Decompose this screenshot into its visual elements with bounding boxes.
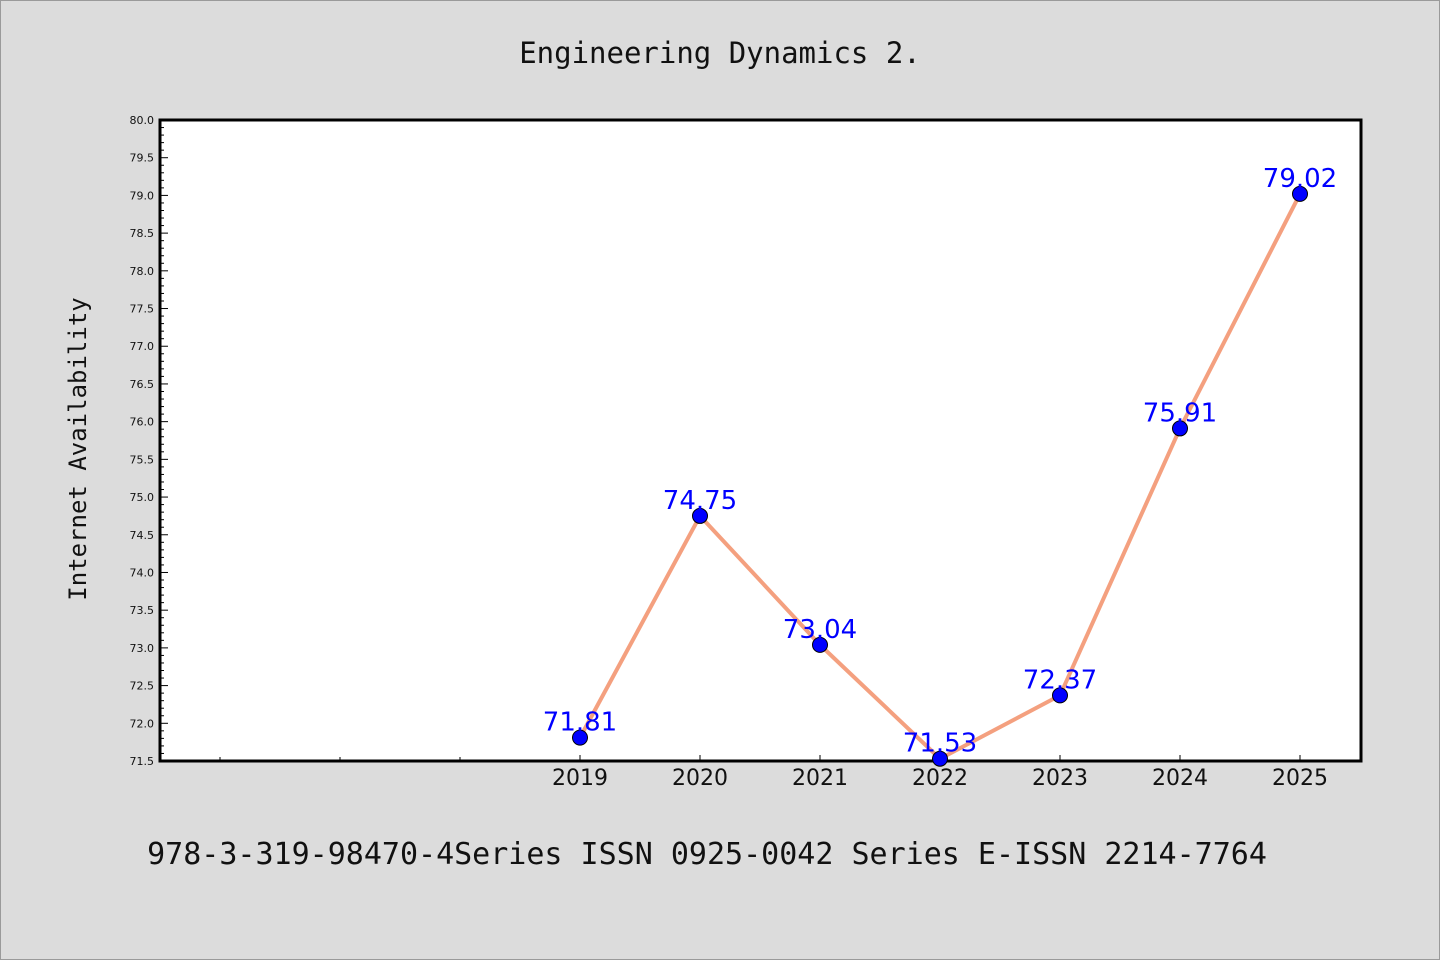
y-tick-label: 79.0 xyxy=(130,189,155,202)
x-tick-label: 2019 xyxy=(552,766,608,791)
data-label: 71.53 xyxy=(903,729,977,759)
y-tick-label: 80.0 xyxy=(130,114,155,127)
data-label: 74.75 xyxy=(663,486,737,516)
data-point-marker xyxy=(1052,687,1068,704)
data-point-marker xyxy=(812,636,828,653)
y-tick-label: 74.0 xyxy=(130,566,155,579)
y-axis-label: Internet Availability xyxy=(64,297,92,600)
y-tick-label: 78.5 xyxy=(130,227,155,240)
y-tick-label: 79.5 xyxy=(130,152,155,165)
x-tick-label: 2025 xyxy=(1272,766,1328,791)
footer-text: 978-3-319-98470-4Series ISSN 0925-0042 S… xyxy=(147,837,1267,872)
y-tick-label: 77.0 xyxy=(130,340,155,353)
y-tick-label: 73.5 xyxy=(130,604,155,617)
data-label: 72.37 xyxy=(1023,665,1097,695)
y-tick-label: 74.5 xyxy=(130,529,155,542)
y-tick-label: 72.5 xyxy=(130,680,155,693)
x-tick-label: 2021 xyxy=(792,766,848,791)
data-point-marker xyxy=(572,729,588,746)
y-tick-label: 72.0 xyxy=(130,717,155,730)
y-tick-label: 78.0 xyxy=(130,265,155,278)
chart-title: Engineering Dynamics 2. xyxy=(519,36,921,70)
data-label: 73.04 xyxy=(783,615,857,645)
data-point-marker xyxy=(1172,420,1188,437)
plot-area xyxy=(158,118,1363,763)
y-tick-label: 73.0 xyxy=(130,642,155,655)
data-label: 75.91 xyxy=(1143,398,1217,428)
data-labels: 71.81 74.75 73.04 71.53 72.37 75.91 79.02 xyxy=(543,164,1337,759)
y-tick-label: 75.0 xyxy=(130,491,155,504)
x-tick-label: 2023 xyxy=(1032,766,1088,791)
data-label: 71.81 xyxy=(543,708,617,738)
data-point-marker xyxy=(1292,185,1308,202)
y-tick-label: 77.5 xyxy=(130,303,155,316)
x-tick-label: 2024 xyxy=(1152,766,1208,791)
x-axis: 2019 2020 2021 2022 2023 2024 2025 xyxy=(219,755,1328,791)
y-axis: 71.5 72.0 72.5 73.0 73.5 74.0 74.5 75.0 75.5 76.0… xyxy=(130,114,168,768)
series-markers xyxy=(572,185,1308,767)
data-point-marker xyxy=(932,750,948,767)
y-tick-label: 76.5 xyxy=(130,378,155,391)
data-label: 79.02 xyxy=(1263,164,1337,194)
x-tick-label: 2020 xyxy=(672,766,728,791)
y-tick-label: 75.5 xyxy=(130,453,155,466)
x-tick-label: 2022 xyxy=(912,766,968,791)
y-tick-label: 76.0 xyxy=(130,416,155,429)
y-tick-label: 71.5 xyxy=(130,755,155,768)
data-point-marker xyxy=(692,507,708,524)
